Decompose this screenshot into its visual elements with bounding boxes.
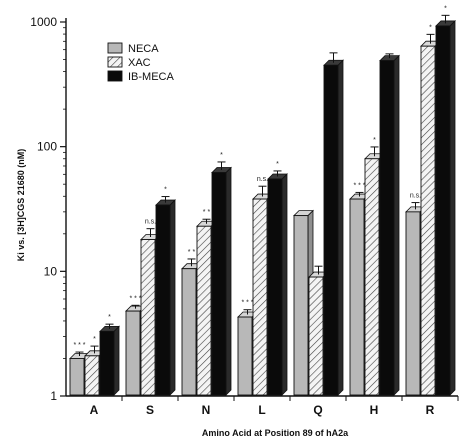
- x-category-label-h: H: [370, 403, 379, 417]
- x-category-label-r: R: [426, 403, 435, 417]
- bar-front: [323, 64, 339, 396]
- y-tick-label: 100: [37, 140, 57, 154]
- bar-front: [293, 215, 309, 396]
- bar-side: [225, 166, 232, 396]
- significance-label-neca-h: * * *: [353, 182, 365, 189]
- bar-ib-meca-a: [99, 325, 120, 396]
- legend-label-neca: NECA: [128, 43, 159, 55]
- x-category-label-n: N: [202, 403, 211, 417]
- x-category-label-a: A: [90, 403, 99, 417]
- x-axis-title: Amino Acid at Position 89 of hA2a: [202, 428, 349, 438]
- bar-front: [267, 178, 283, 396]
- significance-label-ib-meca-n: *: [220, 152, 223, 159]
- legend: NECA XAC IB-MECA: [107, 42, 175, 83]
- significance-label-neca-n: * *: [188, 249, 196, 256]
- legend-label-xac: XAC: [128, 57, 151, 69]
- legend-label-ib-meca: IB-MECA: [128, 71, 175, 83]
- bar-front: [364, 158, 380, 396]
- y-tick-label: 1000: [30, 15, 57, 29]
- bar-side: [169, 199, 176, 396]
- significance-label-xac-s: n.s.: [145, 219, 156, 226]
- x-category-label-q: Q: [313, 403, 322, 417]
- legend-swatch-ib-meca: [107, 70, 123, 82]
- bar-side: [281, 173, 288, 396]
- significance-label-xac-a: *: [93, 336, 96, 343]
- bar-front: [125, 310, 141, 396]
- bar-ib-meca-n: [211, 166, 232, 396]
- bar-front: [379, 60, 395, 396]
- legend-swatch-neca: [107, 42, 123, 54]
- bar-front: [349, 198, 365, 396]
- significance-label-ib-meca-a: *: [108, 314, 111, 321]
- bar-front: [99, 330, 115, 396]
- bar-front: [308, 276, 324, 396]
- significance-label-ib-meca-r: *: [444, 5, 447, 12]
- bar-ib-meca-l: [267, 173, 288, 396]
- bar-front: [420, 45, 436, 396]
- y-axis-title: Ki vs. [3H]CGS 21680 (nM): [16, 149, 26, 262]
- bar-side: [337, 59, 344, 396]
- bar-ib-meca-q: [323, 59, 344, 396]
- bar-ib-meca-h: [379, 54, 400, 396]
- bar-front: [181, 268, 197, 396]
- significance-label-neca-a: * * *: [73, 342, 85, 349]
- bar-side: [449, 19, 456, 396]
- y-tick-label: 10: [44, 264, 58, 278]
- significance-label-ib-meca-l: *: [276, 161, 279, 168]
- y-tick-label: 1: [50, 389, 57, 403]
- x-category-label-l: L: [258, 403, 265, 417]
- bar-front: [211, 172, 227, 396]
- significance-label-xac-n: * *: [203, 209, 211, 216]
- significance-label-neca-r: n.s.: [410, 193, 421, 200]
- bar-side: [393, 54, 400, 396]
- bar-front: [69, 358, 85, 396]
- legend-swatch-xac: [107, 56, 123, 68]
- significance-label-xac-r: *: [429, 24, 432, 31]
- bar-front: [252, 198, 268, 396]
- bar-front: [405, 211, 421, 396]
- significance-label-ib-meca-s: *: [164, 187, 167, 194]
- significance-label-neca-s: * * *: [129, 295, 141, 302]
- bar-front: [435, 25, 451, 396]
- bar-front: [155, 204, 171, 396]
- significance-label-neca-l: * * *: [241, 300, 253, 307]
- bar-front: [140, 239, 156, 396]
- significance-label-xac-l: n.s.: [257, 176, 268, 183]
- bar-ib-meca-s: [155, 199, 176, 396]
- bar-side: [113, 325, 120, 396]
- bar-ib-meca-r: [435, 19, 456, 396]
- significance-label-xac-h: *: [373, 137, 376, 144]
- x-category-label-s: S: [146, 403, 154, 417]
- bar-front: [196, 225, 212, 396]
- bar-front: [84, 355, 100, 396]
- bar-front: [237, 316, 253, 396]
